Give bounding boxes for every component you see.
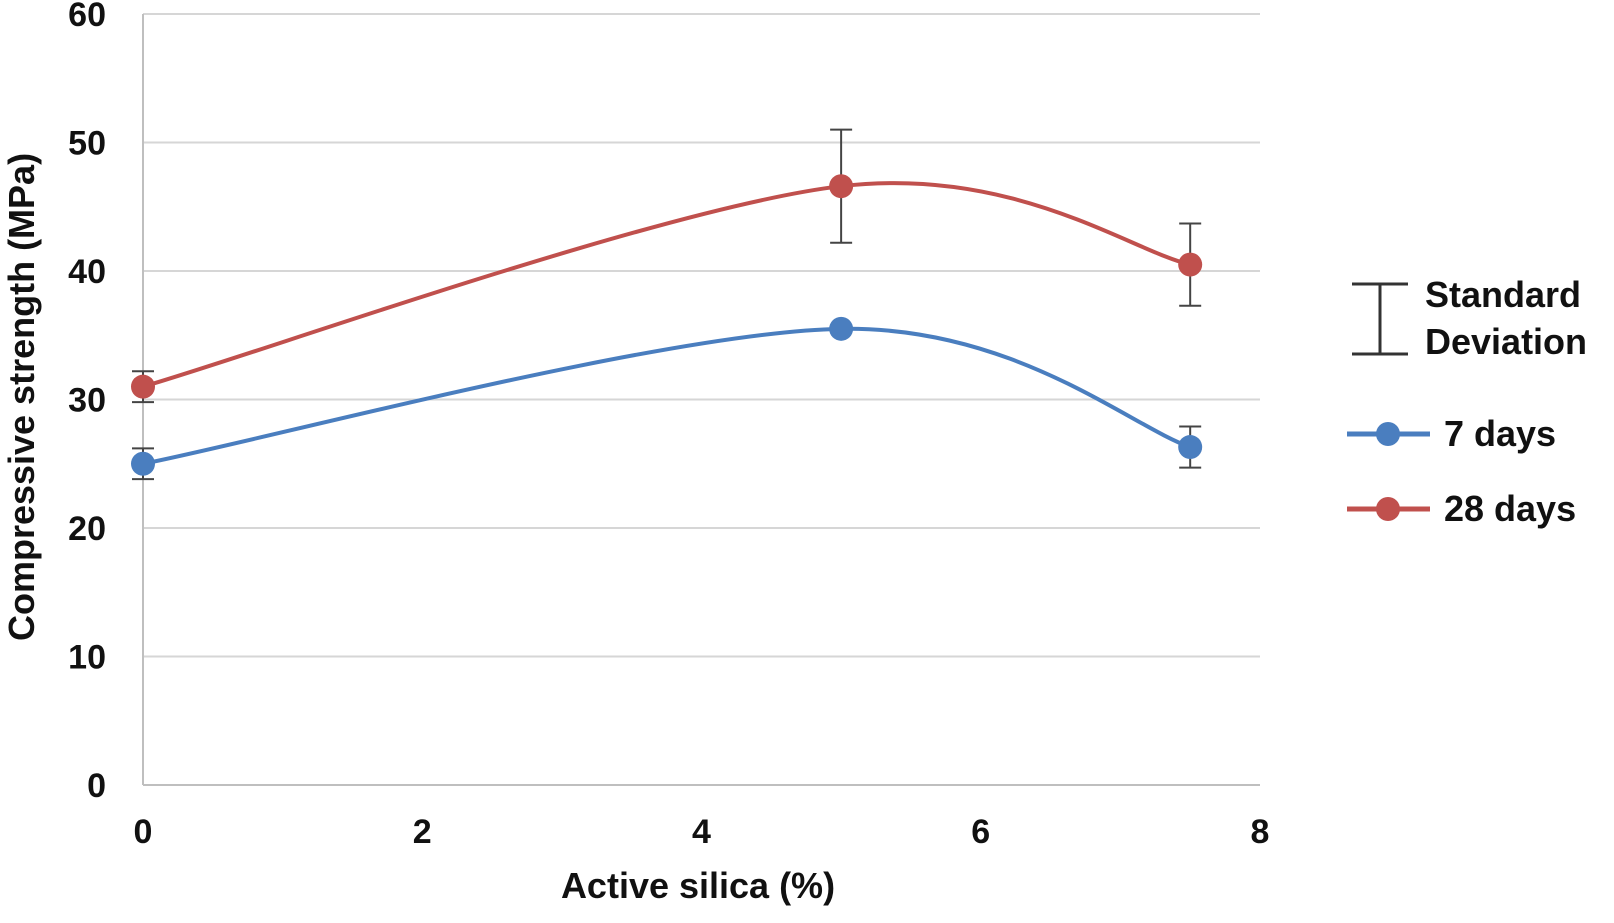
legend: Standard Deviation 7 days 28 days	[1347, 274, 1587, 529]
data-point-28-days-0	[131, 374, 155, 399]
series-lines	[142, 181, 1191, 466]
x-tick-labels: 0 2 4 6 8	[134, 813, 1270, 851]
data-point-28-days-1	[829, 174, 854, 199]
legend-entry-7-days: 7 days	[1347, 413, 1556, 454]
y-tick-label-0: 0	[87, 767, 106, 805]
x-tick-label-6: 6	[971, 813, 990, 851]
y-tick-label-60: 60	[68, 0, 106, 34]
x-tick-label-8: 8	[1251, 813, 1270, 851]
legend-error-bar-label-line-2: Deviation	[1425, 321, 1587, 362]
y-tick-label-40: 40	[68, 253, 106, 291]
legend-error-bar-label-line-1: Standard	[1425, 274, 1581, 315]
x-tick-label-2: 2	[413, 813, 432, 851]
data-point-28-days-2	[1178, 252, 1203, 277]
y-tick-label-30: 30	[68, 382, 106, 420]
gridlines	[143, 13, 1260, 658]
y-axis-title: Compressive strength (MPa)	[1, 153, 42, 641]
y-tick-label-50: 50	[68, 125, 106, 163]
y-tick-label-10: 10	[68, 639, 106, 677]
data-point-7-days-2	[1178, 435, 1203, 460]
legend-label-7-days: 7 days	[1444, 413, 1556, 454]
error-bars	[132, 128, 1202, 481]
y-tick-labels: 0 10 20 30 40 50 60	[68, 0, 106, 805]
data-points	[131, 174, 1203, 476]
x-axis-title: Active silica (%)	[561, 865, 835, 906]
series-line-7-days	[142, 326, 1191, 466]
data-point-7-days-1	[829, 316, 854, 341]
legend-marker-7-days	[1376, 422, 1400, 446]
x-tick-label-0: 0	[134, 813, 153, 851]
legend-entry-28-days: 28 days	[1347, 488, 1576, 529]
x-tick-label-4: 4	[692, 813, 711, 851]
legend-error-bar-entry: Standard Deviation	[1352, 274, 1587, 362]
legend-marker-28-days	[1376, 497, 1400, 521]
y-tick-label-20: 20	[68, 510, 106, 548]
data-point-7-days-0	[131, 451, 155, 476]
legend-label-28-days: 28 days	[1444, 488, 1576, 529]
series-line-28-days	[142, 181, 1191, 389]
